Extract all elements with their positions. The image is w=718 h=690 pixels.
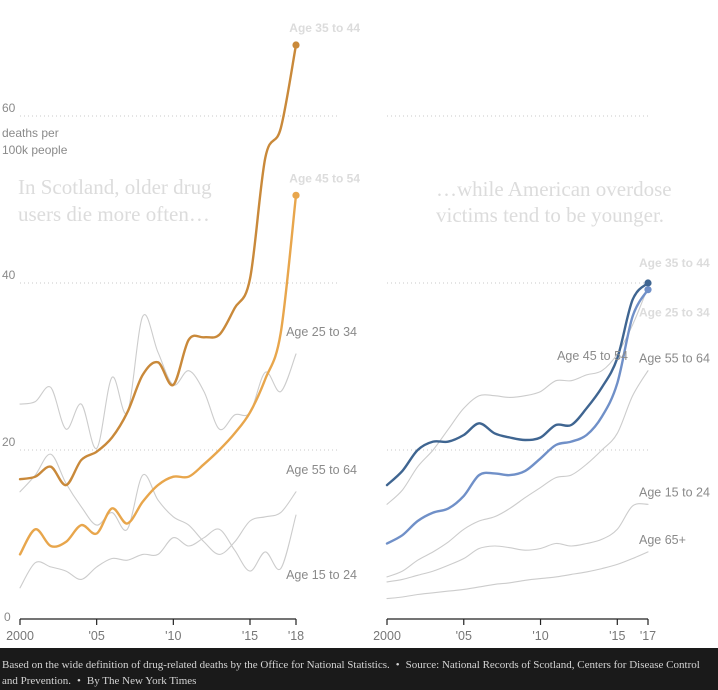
series-line-age-35-to-44	[385, 281, 650, 487]
footer-separator: •	[77, 675, 81, 687]
series-end-dot-age-35-to-44	[292, 41, 300, 49]
series-label-age-55-to-64: Age 55 to 64	[639, 352, 710, 366]
x-tick-label: '10	[532, 629, 548, 643]
series-label-age-15-to-24: Age 15 to 24	[639, 485, 710, 499]
y-tick-label: 40	[2, 268, 16, 282]
series-line-age-65	[386, 551, 649, 600]
series-label-age-15-to-24: Age 15 to 24	[286, 568, 357, 582]
x-tick-label: '05	[89, 629, 105, 643]
series-line-age-55-to-64	[19, 453, 297, 555]
series-line-age-35-to-44	[18, 43, 298, 487]
series-line-age-45-to-54	[18, 194, 298, 556]
x-tick-label: '17	[640, 629, 656, 643]
series-line-age-55-to-64	[386, 370, 649, 578]
series-end-dot-age-25-to-34	[644, 286, 652, 294]
footer-credit: By The New York Times	[86, 675, 197, 687]
annotation-text: …while American overdose	[436, 177, 672, 201]
series-line-age-25-to-34	[19, 314, 297, 449]
y-tick-label: 20	[2, 435, 16, 449]
series-label-age-65: Age 65+	[639, 533, 686, 547]
series-line-age-15-to-24	[386, 503, 649, 583]
x-tick-label: 2000	[373, 629, 401, 643]
series-label-age-25-to-34: Age 25 to 34	[639, 306, 710, 320]
x-tick-label: '15	[242, 629, 258, 643]
chart-area: In Scotland, older drug users die more of…	[2, 21, 710, 643]
annotation-text: In Scotland, older drug	[18, 175, 212, 199]
series-end-dot-age-45-to-54	[292, 191, 300, 199]
series-end-dot-age-35-to-44	[644, 279, 652, 287]
y-tick-label: 0	[4, 610, 11, 624]
annotation-text: users die more often…	[18, 202, 210, 226]
footer: Based on the wide definition of drug-rel…	[0, 648, 718, 690]
annotation-text: victims tend to be younger.	[436, 203, 664, 227]
series-label-age-45-to-54: Age 45 to 54	[557, 349, 628, 363]
series-label-age-35-to-44: Age 35 to 44	[289, 21, 360, 35]
y-tick-label: 60	[2, 101, 16, 115]
series-label-age-45-to-54: Age 45 to 54	[289, 171, 360, 185]
series-line-age-25-to-34	[385, 288, 650, 545]
series-label-age-35-to-44: Age 35 to 44	[639, 256, 710, 270]
series-label-age-25-to-34: Age 25 to 34	[286, 325, 357, 339]
series-line-age-45-to-54	[386, 286, 649, 505]
x-tick-label: 2000	[6, 629, 34, 643]
series-line-age-15-to-24	[19, 514, 297, 589]
scotland-panel: In Scotland, older drug users die more of…	[2, 21, 360, 643]
y-axis-label: deaths per	[2, 126, 59, 140]
series-label-age-55-to-64: Age 55 to 64	[286, 463, 357, 477]
x-tick-label: '10	[165, 629, 181, 643]
footer-note: Based on the wide definition of drug-rel…	[2, 659, 390, 671]
footer-source: Source: National Records of Scotland, Ce…	[2, 659, 700, 687]
y-axis-label: 100k people	[2, 143, 68, 157]
x-tick-label: '05	[456, 629, 472, 643]
footer-separator: •	[395, 659, 400, 671]
x-tick-label: '18	[288, 629, 304, 643]
x-tick-label: '15	[609, 629, 625, 643]
